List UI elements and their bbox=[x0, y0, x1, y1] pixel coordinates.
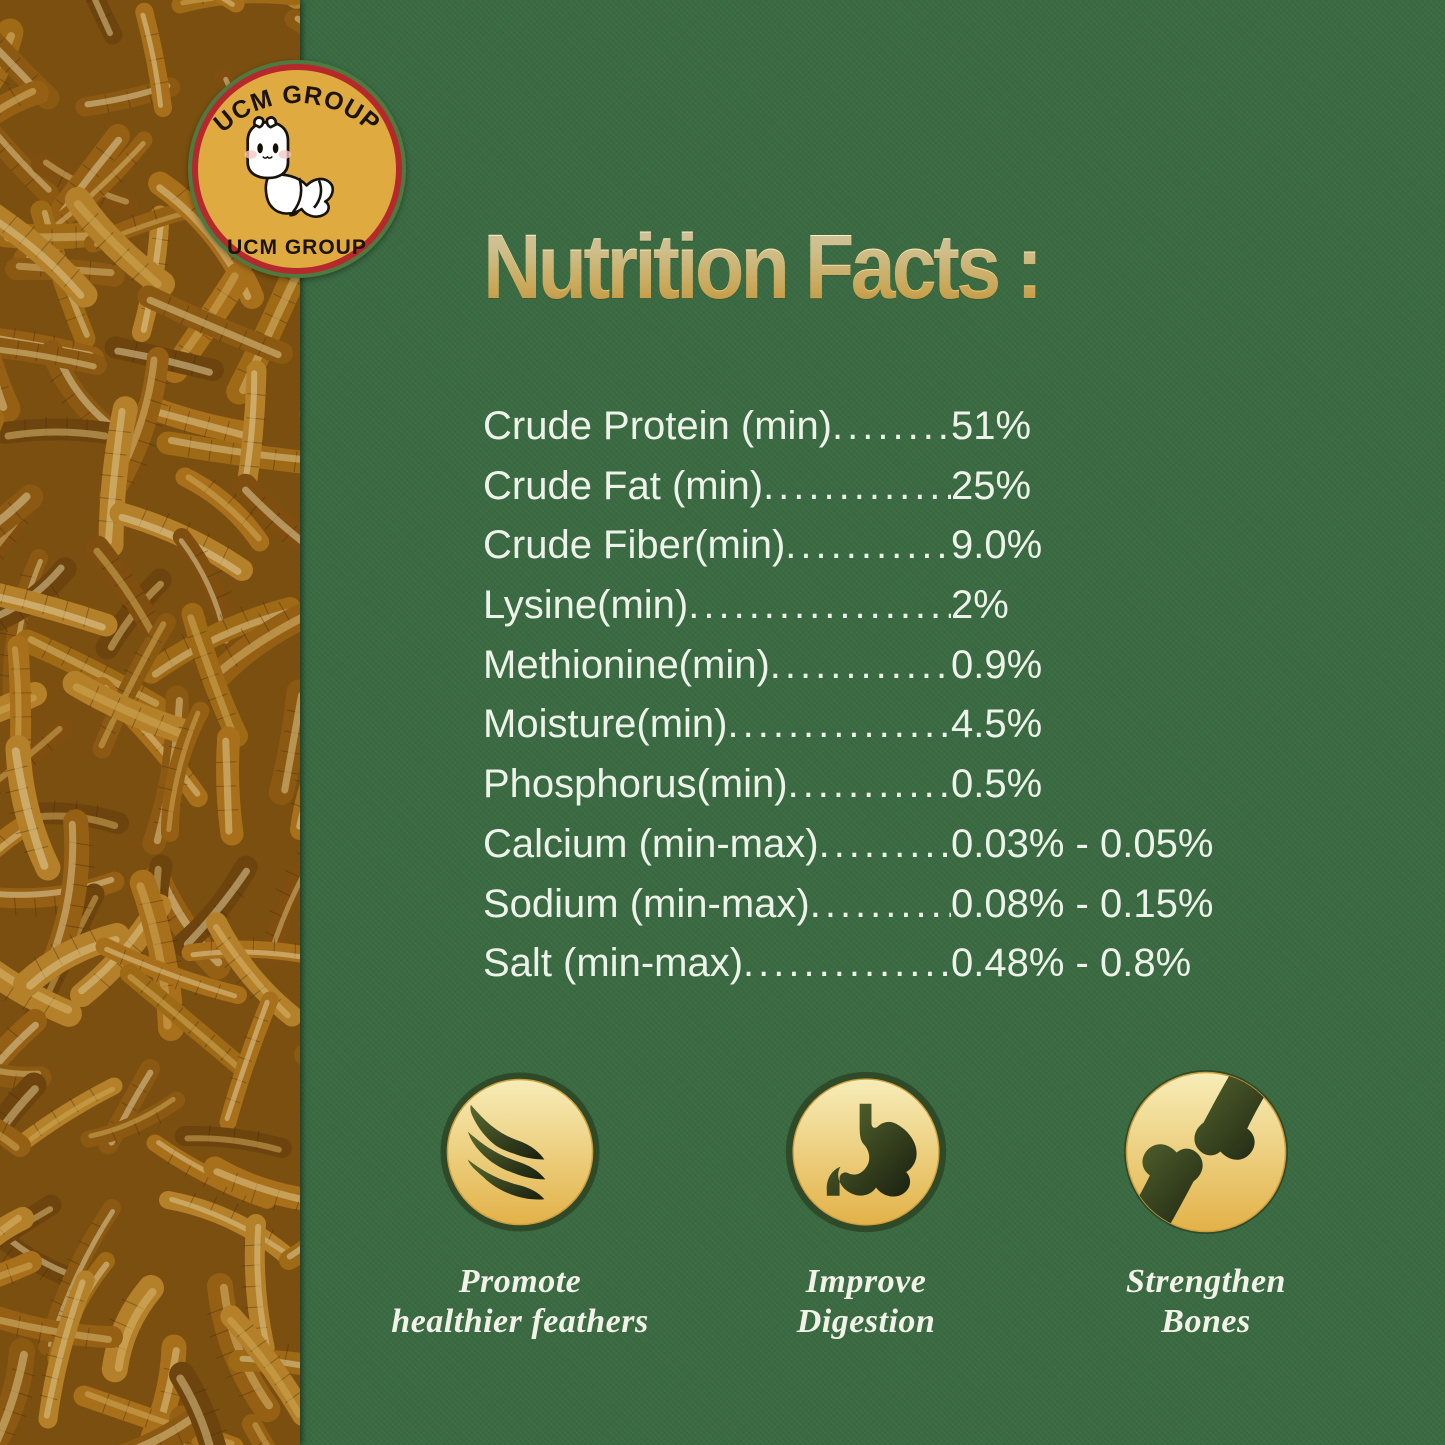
svg-text:UCM GROUP: UCM GROUP bbox=[227, 236, 367, 259]
